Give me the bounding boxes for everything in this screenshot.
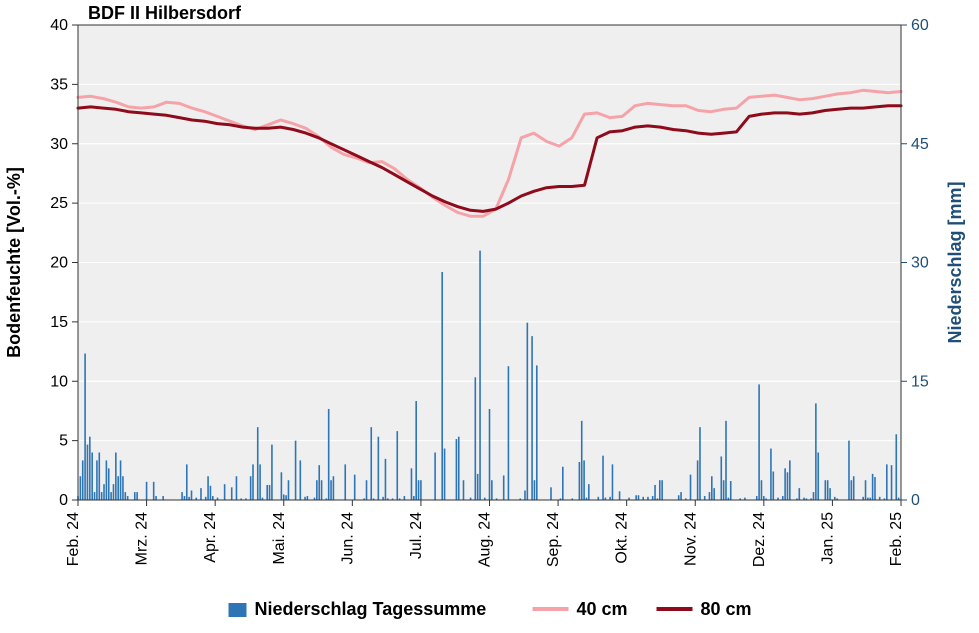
yl-tick-label: 35 (50, 76, 68, 93)
chart-svg: 0 5 10 15 20 25 30 35 40 0 15 30 45 60 Feb. 24 Mrz. 24 A… (0, 0, 979, 633)
x-tick-label: Apr. 24 (202, 512, 219, 563)
chart-container: 0 5 10 15 20 25 30 35 40 0 15 30 45 60 Feb. 24 Mrz. 24 A… (0, 0, 979, 633)
x-tick-label: Nov. 24 (682, 512, 699, 566)
x-tick-label: Mrz. 24 (134, 512, 151, 565)
x-tick-label: Dez. 24 (751, 512, 768, 567)
x-tick-label: Feb. 25 (888, 512, 905, 566)
yl-tick-label: 5 (59, 433, 68, 450)
chart-title: BDF II Hilbersdorf (88, 3, 242, 23)
yl-tick-label: 10 (50, 373, 68, 390)
x-tick-label: Jul. 24 (408, 512, 425, 559)
legend-label: Niederschlag Tagessumme (255, 599, 487, 619)
yl-tick-label: 15 (50, 314, 68, 331)
x-tick-label: Jan. 25 (819, 512, 836, 565)
yr-tick-label: 15 (911, 373, 929, 390)
yl-tick-label: 0 (59, 492, 68, 509)
yr-tick-label: 0 (911, 492, 920, 509)
legend-label: 40 cm (577, 599, 628, 619)
x-tick-label: Feb. 24 (65, 512, 82, 566)
x-tick-label: Okt. 24 (614, 512, 631, 564)
yl-tick-label: 40 (50, 17, 68, 34)
y-right-label: Niederschlag [mm] (945, 181, 965, 343)
y-left-label: Bodenfeuchte [Vol.-%] (4, 167, 24, 358)
yl-tick-label: 25 (50, 195, 68, 212)
legend-label: 80 cm (701, 599, 752, 619)
x-tick-label: Aug. 24 (477, 512, 494, 567)
yr-tick-label: 30 (911, 255, 929, 272)
x-tick-label: Jun. 24 (339, 512, 356, 565)
yl-tick-label: 30 (50, 136, 68, 153)
yr-tick-label: 45 (911, 136, 929, 153)
x-tick-label: Mai. 24 (271, 512, 288, 565)
yr-tick-label: 60 (911, 17, 929, 34)
x-tick-label: Sep. 24 (545, 512, 562, 567)
yl-tick-label: 20 (50, 255, 68, 272)
legend-swatch-bar (229, 603, 247, 617)
legend: Niederschlag Tagessumme 40 cm 80 cm (229, 599, 752, 619)
